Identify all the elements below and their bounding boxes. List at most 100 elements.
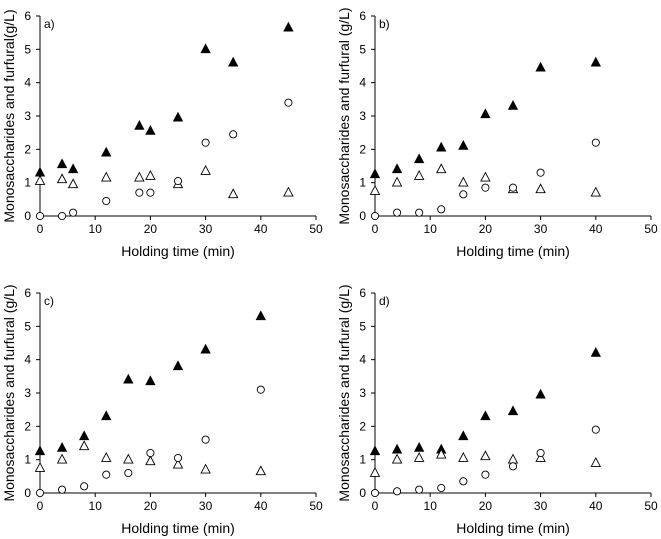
data-point-open-circle [508,183,518,192]
x-axis-title: Holding time (min) [121,520,235,536]
x-tick-label: 30 [534,222,548,236]
data-point-filled-triangle [413,442,425,452]
data-point-open-circle [437,483,446,493]
x-tick-label: 10 [89,222,103,236]
data-point-filled-triangle [228,56,239,67]
x-tick-label: 10 [89,499,103,513]
x-tick-label: 30 [199,222,213,236]
x-tick-label: 40 [254,499,268,513]
data-point-filled-triangle [145,375,156,386]
panel-label: b) [379,17,390,31]
data-point-filled-triangle [145,125,156,135]
data-point-filled-triangle [123,373,134,384]
x-tick-label: 30 [534,499,548,513]
data-point-open-circle [284,98,293,107]
data-point-open-circle [591,138,600,147]
data-point-open-triangle [100,171,112,182]
data-point-open-triangle [145,455,156,466]
x-tick-label: 20 [479,222,493,236]
data-point-open-triangle [78,440,90,451]
data-point-filled-triangle [480,410,491,421]
data-point-filled-triangle [101,146,112,157]
y-tick-label: 1 [359,176,366,190]
data-point-filled-triangle [458,140,469,150]
data-point-open-circle [370,211,380,221]
x-tick-label: 40 [254,222,268,236]
data-point-open-circle [437,205,446,214]
data-point-open-circle [35,488,45,498]
x-tick-label: 0 [37,499,44,513]
data-point-open-circle [146,188,155,197]
y-tick-label: 1 [24,453,31,467]
data-point-filled-triangle [391,163,403,174]
data-point-filled-triangle [134,120,145,130]
data-point-open-triangle [535,183,546,194]
data-point-filled-triangle [34,166,46,177]
data-point-filled-triangle [172,111,184,122]
y-tick-label: 1 [24,176,31,190]
y-tick-label: 1 [359,453,366,467]
data-point-open-circle [102,196,111,206]
data-point-open-circle [80,482,89,491]
data-point-open-circle [229,130,238,139]
data-point-open-triangle [134,171,145,182]
data-point-open-circle [459,477,468,486]
x-axis-title: Holding time (min) [456,243,570,259]
data-point-filled-triangle [507,405,519,416]
data-point-filled-triangle [535,388,546,399]
data-point-open-circle [35,211,45,221]
data-point-open-circle [58,211,67,221]
y-tick-label: 0 [24,486,31,500]
x-tick-label: 0 [37,222,44,236]
y-tick-label: 2 [24,142,31,156]
data-point-open-triangle [123,453,134,464]
data-point-open-circle [256,385,265,394]
y-tick-label: 5 [359,42,366,56]
data-point-open-circle [536,168,545,177]
data-point-filled-triangle [56,442,68,452]
y-axis-title: Monosaccharides and furfural(g/L) [1,9,17,222]
data-point-open-circle [102,470,111,479]
y-tick-label: 2 [359,142,366,156]
data-point-open-triangle [172,458,184,469]
data-point-filled-triangle [78,430,90,441]
data-point-open-triangle [56,173,68,184]
panel-label: d) [379,294,390,308]
data-point-open-triangle [590,186,602,197]
data-point-filled-triangle [56,158,68,169]
data-point-open-circle [393,208,402,217]
data-point-open-triangle [458,176,469,187]
data-point-filled-triangle [172,360,184,371]
chart-panel-1: 0 1 2 3 4 5 6 0 10 20 30 40 50 Holding time (min) Mono… [1,9,323,259]
data-point-filled-triangle [535,61,546,72]
y-tick-label: 4 [359,76,366,90]
y-tick-label: 0 [24,209,31,223]
y-tick-label: 6 [24,286,31,300]
x-tick-label: 20 [144,499,158,513]
data-point-open-triangle [100,451,112,462]
data-point-open-triangle [369,184,381,195]
data-point-open-triangle [480,450,491,461]
x-tick-label: 50 [644,222,658,236]
data-point-open-circle [370,488,380,498]
chart-panel-3: 0 1 2 3 4 5 6 0 10 20 30 40 50 Holding time (min) Mono… [1,284,323,536]
data-point-filled-triangle [200,343,211,354]
data-point-open-triangle [34,174,46,185]
data-point-filled-triangle [590,56,601,67]
x-tick-label: 10 [424,222,438,236]
data-point-filled-triangle [480,108,491,119]
y-tick-label: 0 [359,486,366,500]
data-point-open-circle [481,470,490,479]
y-tick-label: 4 [359,353,366,367]
y-tick-label: 2 [359,419,366,433]
y-tick-label: 4 [24,76,31,90]
data-point-open-circle [201,138,210,147]
x-tick-label: 50 [309,499,323,513]
data-point-filled-triangle [255,310,266,321]
data-point-open-circle [459,190,468,199]
x-tick-label: 0 [372,499,379,513]
data-point-open-triangle [480,171,491,182]
data-point-open-triangle [255,465,267,476]
data-point-open-circle [415,485,424,494]
data-point-open-circle [415,208,424,217]
